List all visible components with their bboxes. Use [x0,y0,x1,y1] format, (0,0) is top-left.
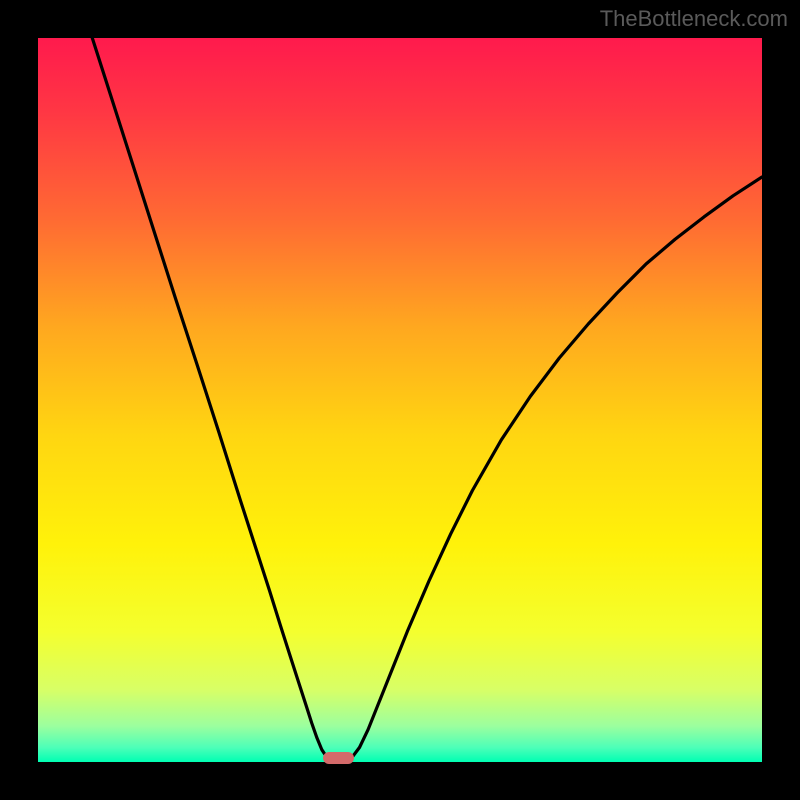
attribution-label: TheBottleneck.com [600,6,788,32]
minimum-marker [323,752,355,764]
chart-page: TheBottleneck.com [0,0,800,800]
plot-area [38,38,762,762]
bottleneck-curve [38,38,762,762]
